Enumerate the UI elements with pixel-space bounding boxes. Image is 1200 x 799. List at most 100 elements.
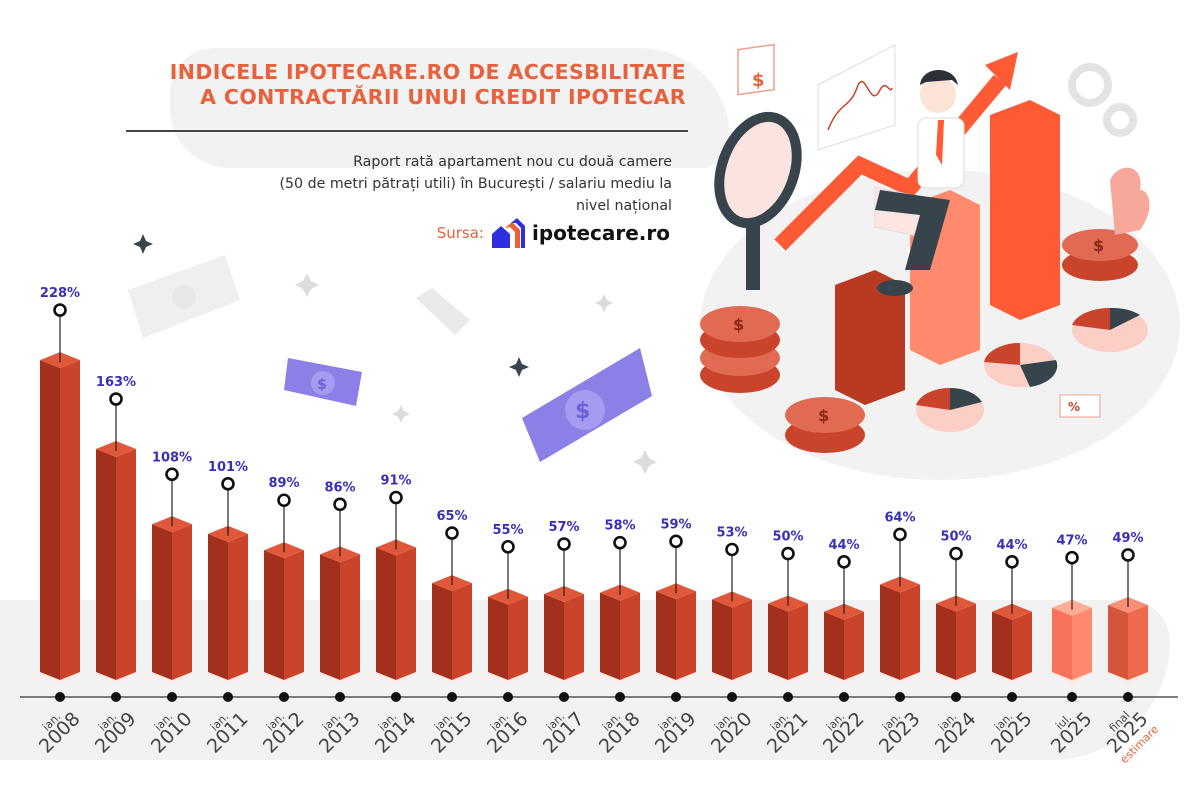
svg-text:2015: 2015: [427, 708, 477, 758]
sparkle-icon: [133, 234, 529, 377]
x-tick-label: ian.2018: [595, 708, 645, 758]
x-tick-label: ian.2011: [203, 708, 253, 758]
marker-ring-icon: [501, 539, 515, 554]
marker-ring-icon: [781, 546, 795, 561]
marker-ring-icon: [1005, 555, 1019, 569]
axis-dot: [839, 692, 849, 702]
svg-text:2022: 2022: [819, 708, 869, 758]
x-tick-label: ian.2014: [371, 708, 421, 758]
marker-ring-icon: [1121, 548, 1135, 562]
subtitle-line-2: (50 de metri pătrați utili) în București…: [279, 176, 672, 214]
marker-ring-icon: [389, 490, 403, 505]
bar: 163%: [92, 375, 140, 684]
dollar-bubble-icon: $: [737, 43, 775, 96]
bar: 59%: [652, 517, 700, 684]
axis-dot: [783, 692, 793, 702]
svg-text:$: $: [818, 406, 829, 425]
svg-text:2024: 2024: [931, 708, 981, 758]
value-label: 50%: [940, 530, 971, 545]
value-label: 228%: [40, 286, 80, 301]
x-tick-label: ian.2012: [259, 708, 309, 758]
svg-text:2012: 2012: [259, 708, 309, 758]
axis-dot: [615, 692, 625, 702]
axis-dot: [391, 692, 401, 702]
title-line-1: INDICELE IPOTECARE.RO DE ACCESBILITATE: [169, 60, 686, 84]
businessman-figure: [874, 70, 965, 296]
bar: 49%: [1104, 531, 1152, 684]
svg-text:$: $: [317, 377, 327, 393]
value-label: 86%: [324, 480, 355, 495]
value-label: 50%: [772, 530, 803, 545]
chart-subtitle: Raport rată apartament nou cu două camer…: [250, 151, 672, 217]
svg-text:2019: 2019: [651, 708, 701, 758]
bar: 55%: [484, 523, 532, 684]
ipotecare-logo-icon: [491, 218, 525, 248]
svg-text:2010: 2010: [147, 708, 197, 758]
axis-dot: [951, 692, 961, 702]
svg-text:2020: 2020: [707, 708, 757, 758]
marker-ring-icon: [445, 526, 459, 540]
axis-dot: [1007, 692, 1017, 702]
x-tick-label: ian.2021: [763, 708, 813, 758]
axis-dot: [55, 692, 65, 702]
bar: 228%: [36, 286, 84, 684]
source-attribution: Sursa: ipotecare.ro: [437, 218, 670, 248]
marker-ring-icon: [1065, 550, 1079, 565]
x-tick-label: ian.2022: [819, 708, 869, 758]
bar: 86%: [316, 480, 364, 684]
svg-text:2016: 2016: [483, 708, 533, 758]
marker-ring-icon: [53, 303, 67, 317]
title-line-2: A CONTRACTĂRII UNUI CREDIT IPOTECAR: [200, 85, 686, 109]
x-tick-label: ian.2016: [483, 708, 533, 758]
value-label: 163%: [96, 375, 136, 390]
x-tick-label: ian.2010: [147, 708, 197, 758]
svg-text:$: $: [575, 399, 590, 424]
marker-ring-icon: [613, 535, 627, 550]
axis-dot: [1123, 692, 1133, 702]
axis-dot: [727, 692, 737, 702]
axis-dot: [335, 692, 345, 702]
value-label: 101%: [208, 460, 248, 475]
svg-text:2011: 2011: [203, 708, 253, 758]
value-label: 53%: [716, 525, 747, 540]
pie-chart-icon: [916, 307, 1148, 432]
svg-text:2008: 2008: [35, 708, 85, 758]
bar: 50%: [932, 530, 980, 684]
coin-stack-icon: $ $ $: [700, 229, 1138, 453]
axis-dot: [223, 692, 233, 702]
gear-icon: [1068, 63, 1137, 137]
bar: 57%: [540, 520, 588, 684]
value-label: 44%: [996, 538, 1027, 553]
svg-text:$: $: [733, 315, 744, 334]
sparkle-icon: [295, 273, 657, 474]
axis-dot: [503, 692, 513, 702]
svg-text:2013: 2013: [315, 708, 365, 758]
source-brand: ipotecare.ro: [531, 221, 670, 245]
svg-text:2017: 2017: [539, 708, 589, 758]
axis-dot: [111, 692, 121, 702]
value-label: 58%: [604, 519, 635, 534]
percent-tag-icon: %: [1059, 394, 1101, 418]
x-tick-label: ian.2013: [315, 708, 365, 758]
x-tick-label: ian.2008: [35, 708, 85, 758]
title-background-blob: [170, 48, 730, 168]
bar: 101%: [204, 460, 252, 684]
axis-dot: [447, 692, 457, 702]
axis-dot: [279, 692, 289, 702]
marker-ring-icon: [109, 392, 123, 406]
value-label: 65%: [436, 509, 467, 524]
subtitle-line-1: Raport rată apartament nou cu două camer…: [353, 154, 672, 170]
dollar-bill-icon: [128, 255, 240, 338]
bar: 47%: [1048, 534, 1096, 684]
svg-text:2014: 2014: [371, 708, 421, 758]
dollar-bill-icon: $: [522, 348, 652, 462]
value-label: 59%: [660, 517, 691, 532]
bar: 44%: [820, 538, 868, 684]
axis-dot: [1067, 692, 1077, 702]
bar: 64%: [876, 510, 924, 684]
bar: 53%: [708, 525, 756, 684]
marker-ring-icon: [221, 477, 235, 491]
x-tick-label: ian.2020: [707, 708, 757, 758]
svg-text:2018: 2018: [595, 708, 645, 758]
